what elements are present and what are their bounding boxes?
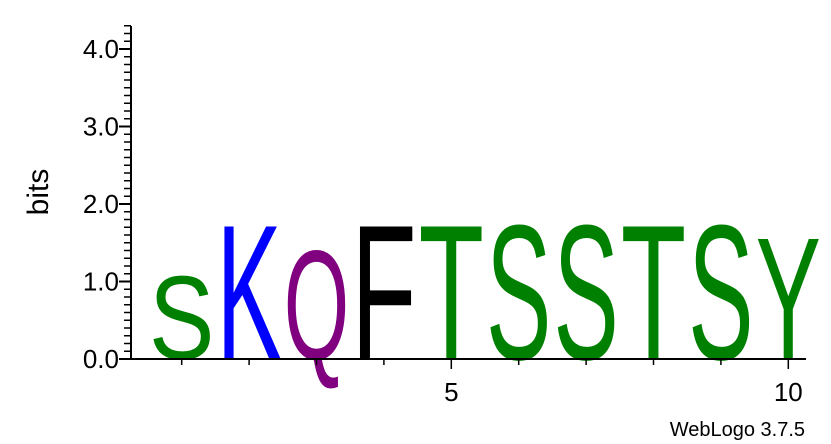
x-tick-label: 10 bbox=[774, 377, 803, 407]
y-axis: 0.0 1.0 2.0 3.0 4.0 bbox=[83, 25, 132, 374]
y-tick-label: 2.0 bbox=[83, 189, 119, 219]
weblogo-credit: WebLogo 3.7.5 bbox=[670, 419, 805, 441]
y-axis-label: bits bbox=[22, 169, 55, 216]
y-tick-label: 0.0 bbox=[83, 344, 119, 374]
logo-letter-s: S bbox=[149, 253, 214, 385]
logo-letter-q: Q bbox=[284, 218, 349, 392]
logo-letter-s: S bbox=[553, 186, 618, 400]
logo-letter-k: K bbox=[216, 186, 281, 400]
logo-letter-f: F bbox=[351, 186, 416, 401]
y-tick-label: 3.0 bbox=[83, 112, 119, 142]
y-tick-label: 4.0 bbox=[83, 34, 119, 64]
x-tick-label: 5 bbox=[444, 377, 458, 407]
y-tick-label: 1.0 bbox=[83, 267, 119, 297]
logo-letter-s: S bbox=[688, 186, 753, 400]
logo-letter-s: S bbox=[486, 186, 551, 400]
logo-letter-t: T bbox=[621, 186, 686, 401]
x-axis: 5 10 bbox=[131, 358, 806, 407]
